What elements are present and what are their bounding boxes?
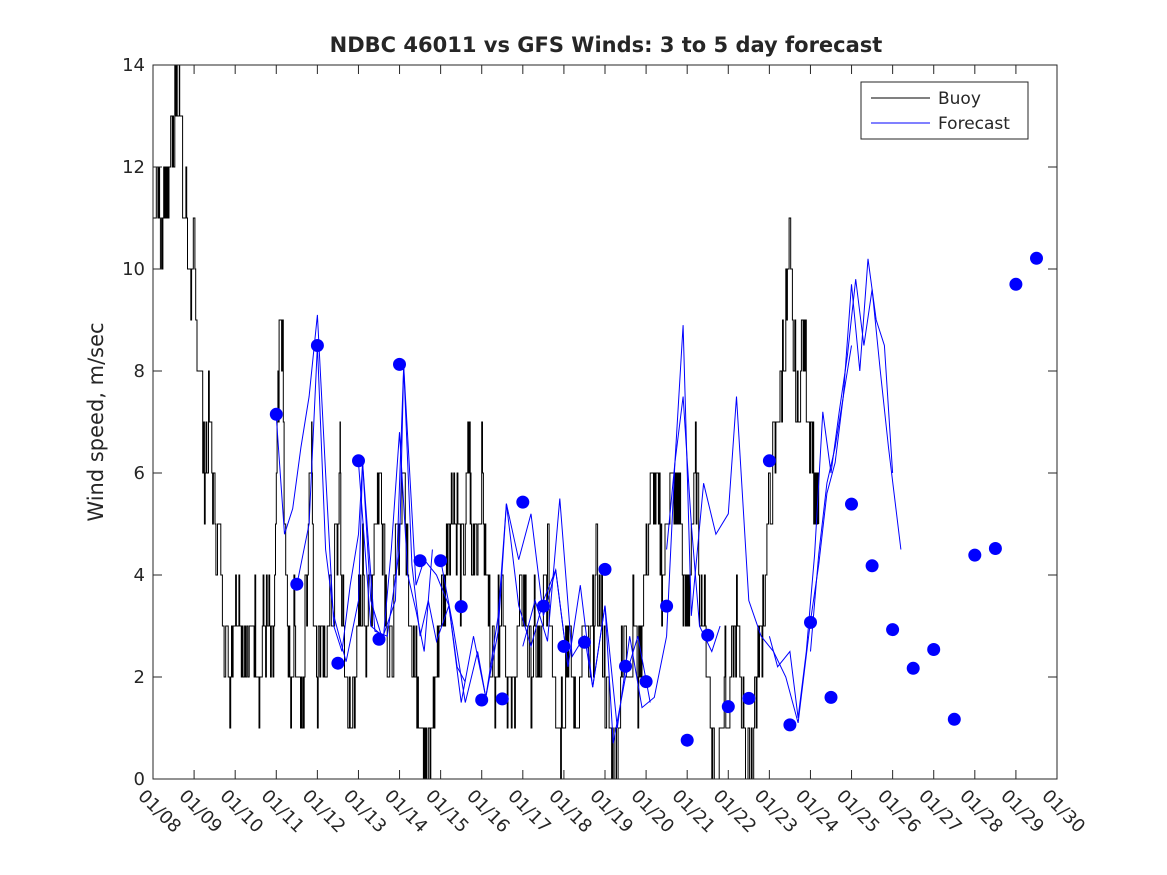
forecast-marker bbox=[516, 495, 530, 509]
forecast-marker bbox=[393, 357, 406, 371]
forecast-line bbox=[296, 345, 466, 683]
forecast-marker bbox=[578, 635, 591, 649]
forecast-marker bbox=[269, 407, 283, 421]
forecast-marker bbox=[372, 632, 386, 646]
forecast-series bbox=[275, 258, 902, 744]
forecast-marker bbox=[1009, 277, 1023, 291]
y-tick-label: 12 bbox=[122, 157, 145, 178]
forecast-marker bbox=[927, 643, 941, 656]
forecast-line bbox=[358, 365, 569, 703]
legend: Buoy Forecast bbox=[860, 81, 1029, 140]
forecast-marker bbox=[454, 600, 468, 614]
forecast-marker bbox=[886, 623, 900, 637]
forecast-markers bbox=[269, 251, 1043, 747]
forecast-marker bbox=[495, 692, 509, 706]
forecast-marker bbox=[988, 542, 1002, 555]
forecast-marker bbox=[947, 712, 961, 726]
forecast-marker bbox=[557, 639, 571, 653]
forecast-marker bbox=[845, 497, 858, 511]
forecast-marker bbox=[413, 554, 427, 568]
buoy-line bbox=[153, 64, 820, 780]
forecast-line bbox=[275, 314, 433, 652]
y-tick-label: 2 bbox=[134, 667, 145, 688]
forecast-marker bbox=[906, 661, 920, 675]
legend-buoy-label: Buoy bbox=[938, 89, 981, 109]
y-tick-label: 6 bbox=[134, 463, 145, 484]
forecast-marker bbox=[804, 615, 817, 629]
forecast-marker bbox=[660, 599, 674, 613]
legend-box bbox=[860, 81, 1029, 140]
forecast-marker bbox=[701, 628, 715, 642]
forecast-marker bbox=[619, 659, 632, 673]
y-tick-label: 14 bbox=[122, 55, 145, 76]
y-tick-label: 4 bbox=[134, 565, 145, 586]
forecast-marker bbox=[762, 454, 776, 468]
forecast-marker bbox=[290, 577, 304, 591]
forecast-marker bbox=[783, 718, 797, 732]
y-tick-label: 0 bbox=[134, 769, 145, 790]
forecast-marker bbox=[310, 339, 324, 352]
plot-area bbox=[152, 64, 1058, 780]
forecast-line bbox=[810, 258, 894, 652]
forecast-marker bbox=[742, 691, 756, 705]
forecast-marker bbox=[434, 554, 448, 568]
forecast-line bbox=[768, 279, 902, 718]
forecast-line bbox=[666, 325, 852, 724]
y-tick-label: 8 bbox=[134, 361, 145, 382]
forecast-marker bbox=[598, 562, 612, 576]
forecast-line bbox=[522, 396, 721, 729]
y-axis-label: Wind speed, m/sec bbox=[84, 322, 108, 521]
forecast-marker bbox=[824, 690, 838, 704]
forecast-line bbox=[440, 503, 651, 744]
forecast-marker bbox=[1030, 251, 1043, 265]
forecast-marker bbox=[352, 454, 365, 468]
forecast-marker bbox=[536, 599, 550, 613]
buoy-series bbox=[153, 64, 820, 780]
y-axis: 0 2 4 6 8 10 12 14 bbox=[122, 55, 1057, 790]
forecast-marker bbox=[475, 693, 489, 707]
chart-title: NDBC 46011 vs GFS Winds: 3 to 5 day fore… bbox=[330, 33, 883, 57]
forecast-marker bbox=[331, 656, 345, 670]
forecast-marker bbox=[639, 675, 653, 689]
forecast-marker bbox=[680, 733, 694, 747]
forecast-marker bbox=[721, 700, 735, 714]
y-tick-label: 10 bbox=[122, 259, 145, 280]
forecast-marker bbox=[968, 548, 982, 562]
legend-forecast-label: Forecast bbox=[938, 114, 1010, 134]
forecast-marker bbox=[865, 559, 879, 573]
